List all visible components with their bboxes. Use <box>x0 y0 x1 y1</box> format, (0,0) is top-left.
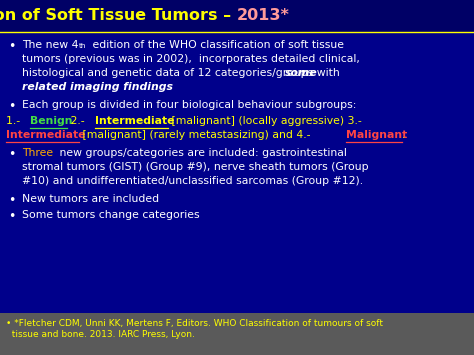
Text: [malignant] (rarely metastasizing) and 4.-: [malignant] (rarely metastasizing) and 4… <box>79 130 310 140</box>
Text: •: • <box>8 210 15 223</box>
Text: th: th <box>79 43 86 49</box>
Bar <box>0 0 474 32</box>
Text: [malignant] (locally aggressive) 3.-: [malignant] (locally aggressive) 3.- <box>168 116 362 126</box>
Text: • *Fletcher CDM, Unni KK, Mertens F, Editors. WHO Classification of tumours of s: • *Fletcher CDM, Unni KK, Mertens F, Edi… <box>6 319 383 339</box>
Bar <box>0 313 474 355</box>
Text: new groups/categories are included: gastrointestinal: new groups/categories are included: gast… <box>56 148 347 158</box>
Text: Intermediate: Intermediate <box>6 130 85 140</box>
Text: 1.-: 1.- <box>6 116 24 126</box>
Text: .: . <box>152 82 155 92</box>
Text: Malignant: Malignant <box>346 130 407 140</box>
Text: Each group is divided in four biological behaviour subgroups:: Each group is divided in four biological… <box>22 100 356 110</box>
Text: •: • <box>8 194 15 207</box>
Text: New tumors are included: New tumors are included <box>22 194 159 204</box>
Text: related imaging findings: related imaging findings <box>22 82 173 92</box>
Text: Benign: Benign <box>30 116 73 126</box>
Text: .: . <box>402 130 405 140</box>
Text: •: • <box>8 100 15 113</box>
Text: Intermediate: Intermediate <box>95 116 174 126</box>
Text: #10) and undifferentiated/unclassified sarcomas (Group #12).: #10) and undifferentiated/unclassified s… <box>22 176 363 186</box>
Text: Some tumors change categories: Some tumors change categories <box>22 210 200 220</box>
Text: edition of the WHO classification of soft tissue: edition of the WHO classification of sof… <box>89 40 344 50</box>
Text: 2.-: 2.- <box>67 116 88 126</box>
Text: histological and genetic data of 12 categories/groups with: histological and genetic data of 12 cate… <box>22 68 343 78</box>
Text: stromal tumors (GIST) (Group #9), nerve sheath tumors (Group: stromal tumors (GIST) (Group #9), nerve … <box>22 162 369 172</box>
Text: 2013*: 2013* <box>237 9 290 23</box>
Text: tumors (previous was in 2002),  incorporates detailed clinical,: tumors (previous was in 2002), incorpora… <box>22 54 360 64</box>
Text: some: some <box>285 68 318 78</box>
Text: WHO Classification of Soft Tissue Tumors –: WHO Classification of Soft Tissue Tumors… <box>0 9 237 23</box>
Text: •: • <box>8 40 15 53</box>
Text: Three: Three <box>22 148 53 158</box>
Text: •: • <box>8 148 15 161</box>
Text: The new 4: The new 4 <box>22 40 79 50</box>
